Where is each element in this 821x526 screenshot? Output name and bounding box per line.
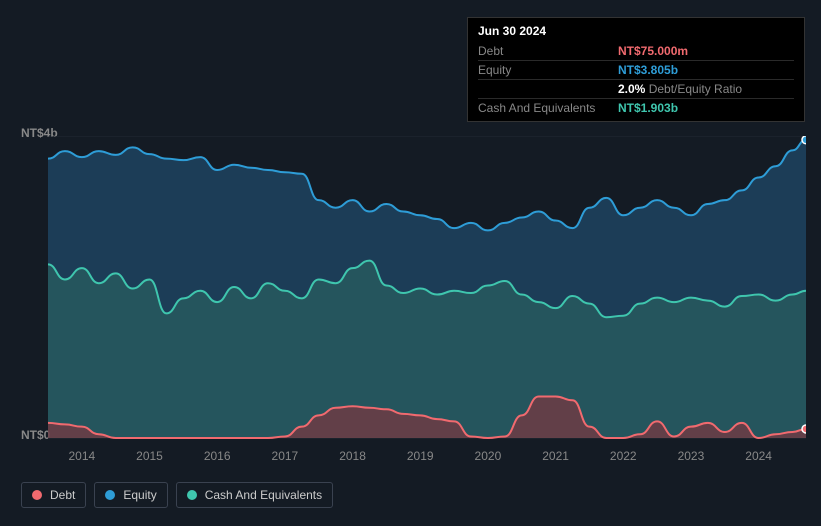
x-tick-label: 2023 [678, 449, 705, 463]
chart-container: Jun 30 2024 DebtNT$75.000mEquityNT$3.805… [0, 0, 821, 526]
legend-item[interactable]: Debt [21, 482, 86, 508]
tooltip-label: Debt [478, 42, 618, 61]
x-tick-label: 2020 [475, 449, 502, 463]
legend-label: Debt [50, 488, 75, 502]
legend-item[interactable]: Equity [94, 482, 167, 508]
y-axis-min-label: NT$0 [21, 428, 50, 442]
legend-item[interactable]: Cash And Equivalents [176, 482, 333, 508]
chart-tooltip: Jun 30 2024 DebtNT$75.000mEquityNT$3.805… [467, 17, 805, 122]
tooltip-value: NT$1.903b [618, 99, 794, 118]
x-tick-label: 2019 [407, 449, 434, 463]
tooltip-value: NT$75.000m [618, 42, 794, 61]
tooltip-value: 2.0% Debt/Equity Ratio [618, 80, 794, 99]
legend: Debt Equity Cash And Equivalents [21, 482, 333, 508]
tooltip-label [478, 80, 618, 99]
x-tick-label: 2022 [610, 449, 637, 463]
tooltip-table: DebtNT$75.000mEquityNT$3.805b2.0% Debt/E… [478, 42, 794, 117]
x-tick-label: 2014 [68, 449, 95, 463]
legend-swatch [187, 490, 197, 500]
x-tick-label: 2017 [272, 449, 299, 463]
x-tick-label: 2024 [745, 449, 772, 463]
tooltip-value: NT$3.805b [618, 61, 794, 80]
legend-swatch [32, 490, 42, 500]
x-tick-label: 2018 [339, 449, 366, 463]
tooltip-date: Jun 30 2024 [478, 24, 794, 38]
x-tick-label: 2016 [204, 449, 231, 463]
legend-label: Cash And Equivalents [205, 488, 322, 502]
x-tick-label: 2015 [136, 449, 163, 463]
tooltip-label: Equity [478, 61, 618, 80]
legend-swatch [105, 490, 115, 500]
area-chart[interactable] [48, 136, 806, 444]
x-tick-label: 2021 [542, 449, 569, 463]
tooltip-label: Cash And Equivalents [478, 99, 618, 118]
legend-label: Equity [123, 488, 156, 502]
